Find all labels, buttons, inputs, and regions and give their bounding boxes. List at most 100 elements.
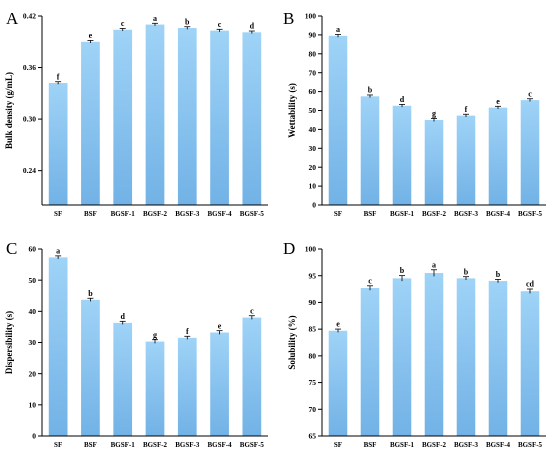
x-tick-label-B-BGSF-4: BGSF-4: [486, 210, 511, 218]
bar-D-BGSF-4: [488, 281, 508, 436]
x-tick-label-D-SF: SF: [334, 441, 342, 449]
x-tick-label-A-BGSF-4: BGSF-4: [208, 210, 233, 218]
x-tick-label-A-BGSF-3: BGSF-3: [175, 210, 200, 218]
y-tick-label-C-2: 20: [29, 369, 37, 378]
significance-letter-C-BGSF-1: d: [120, 312, 125, 321]
bar-B-BGSF-1: [392, 105, 412, 205]
y-tick-label-A-2: 0.36: [23, 63, 36, 72]
x-tick-label-B-SF: SF: [334, 210, 342, 218]
y-tick-label-D-6: 95: [309, 271, 317, 280]
significance-letter-A-BGSF-1: c: [121, 19, 125, 28]
bar-A-BGSF-1: [113, 29, 133, 206]
significance-letter-A-BGSF-5: d: [250, 22, 255, 31]
x-tick-label-D-BGSF-5: BGSF-5: [518, 441, 543, 449]
bar-C-BGSF-4: [210, 332, 229, 436]
y-tick-label-B-3: 30: [309, 144, 317, 153]
x-tick-label-A-BGSF-1: BGSF-1: [111, 210, 136, 218]
y-tick-label-B-6: 60: [309, 87, 317, 96]
bar-B-SF: [328, 35, 348, 205]
y-tick-label-D-2: 75: [309, 378, 317, 387]
panel-letter-D: D: [283, 239, 295, 258]
bar-C-SF: [48, 257, 68, 436]
x-tick-label-C-BGSF-3: BGSF-3: [175, 441, 200, 449]
bar-B-BGSF-4: [488, 107, 508, 205]
significance-letter-B-SF: a: [336, 25, 340, 34]
significance-letter-A-BGSF-2: a: [153, 14, 157, 23]
bar-B-BSF: [360, 96, 380, 205]
x-tick-label-C-BGSF-4: BGSF-4: [208, 441, 233, 449]
x-tick-label-B-BGSF-1: BGSF-1: [390, 210, 415, 218]
bar-D-BGSF-5: [520, 291, 540, 436]
bar-A-BGSF-2: [145, 24, 165, 205]
y-tick-label-D-1: 70: [309, 405, 317, 414]
significance-letter-C-BGSF-5: c: [250, 306, 254, 315]
y-tick-label-A-1: 0.30: [23, 115, 36, 124]
bar-B-BGSF-2: [424, 119, 444, 205]
significance-letter-D-BGSF-4: b: [496, 270, 501, 279]
significance-letter-C-BGSF-3: f: [186, 327, 189, 336]
x-tick-label-C-BGSF-5: BGSF-5: [240, 441, 265, 449]
y-tick-label-C-6: 60: [29, 245, 37, 254]
bar-D-SF: [328, 330, 348, 436]
significance-letter-B-BGSF-4: e: [496, 97, 500, 106]
x-tick-label-B-BGSF-3: BGSF-3: [454, 210, 479, 218]
panel-letter-B: B: [283, 9, 294, 28]
panel-letter-C: C: [6, 239, 17, 258]
y-tick-label-D-0: 65: [309, 432, 317, 441]
y-tick-label-B-0: 0: [312, 201, 316, 210]
bar-A-BSF: [81, 41, 100, 205]
significance-letter-D-SF: e: [336, 320, 340, 329]
bar-A-BGSF-3: [177, 28, 197, 206]
x-tick-label-B-BGSF-2: BGSF-2: [422, 210, 447, 218]
x-tick-label-C-BSF: BSF: [84, 441, 97, 449]
significance-letter-A-BGSF-3: b: [185, 17, 190, 26]
y-tick-label-B-5: 50: [309, 106, 317, 115]
bar-C-BGSF-5: [242, 317, 262, 436]
bar-C-BGSF-1: [113, 322, 133, 436]
y-tick-label-B-8: 80: [309, 49, 317, 58]
bar-B-BGSF-5: [520, 100, 540, 205]
y-tick-label-D-5: 90: [309, 298, 317, 307]
y-tick-label-C-4: 40: [29, 307, 37, 316]
y-tick-label-B-2: 20: [309, 163, 317, 172]
y-axis-label-D: Solubility (%): [287, 315, 297, 369]
significance-letter-C-BGSF-4: e: [218, 321, 222, 330]
x-tick-label-A-BGSF-5: BGSF-5: [240, 210, 265, 218]
significance-letter-A-BGSF-4: c: [218, 20, 222, 29]
bar-A-SF: [48, 83, 68, 205]
x-tick-label-A-BGSF-2: BGSF-2: [143, 210, 168, 218]
bar-D-BGSF-1: [392, 278, 412, 436]
y-tick-label-A-3: 0.42: [23, 12, 36, 21]
x-tick-label-D-BGSF-3: BGSF-3: [454, 441, 479, 449]
x-tick-label-B-BGSF-5: BGSF-5: [518, 210, 543, 218]
x-tick-label-A-SF: SF: [54, 210, 62, 218]
significance-letter-D-BSF: c: [368, 276, 372, 285]
y-tick-label-C-0: 0: [32, 432, 36, 441]
y-axis-label-A: Bulk density (g/mL): [4, 72, 14, 149]
x-tick-label-C-BGSF-2: BGSF-2: [143, 441, 168, 449]
y-tick-label-A-0: 0.24: [23, 166, 36, 175]
y-tick-label-D-7: 100: [305, 245, 317, 254]
significance-letter-A-BSF: e: [89, 31, 93, 40]
x-tick-label-D-BGSF-4: BGSF-4: [486, 441, 511, 449]
bar-D-BGSF-2: [424, 273, 444, 436]
y-tick-label-B-4: 40: [309, 125, 317, 134]
x-tick-label-C-BGSF-1: BGSF-1: [111, 441, 136, 449]
x-tick-label-D-BGSF-1: BGSF-1: [390, 441, 415, 449]
significance-letter-D-BGSF-5: cd: [526, 280, 535, 289]
significance-letter-C-SF: a: [56, 246, 60, 255]
x-tick-label-C-SF: SF: [54, 441, 62, 449]
significance-letter-C-BSF: b: [88, 289, 93, 298]
significance-letter-D-BGSF-2: a: [432, 260, 436, 269]
y-tick-label-C-3: 30: [29, 338, 37, 347]
significance-letter-B-BGSF-3: f: [465, 105, 468, 114]
y-tick-label-B-10: 100: [305, 12, 317, 21]
y-axis-label-B: Wettability (s): [287, 83, 297, 138]
bar-B-BGSF-3: [456, 115, 476, 205]
bar-A-BGSF-4: [210, 30, 229, 205]
y-tick-label-D-3: 80: [309, 351, 317, 360]
y-tick-label-D-4: 85: [309, 325, 317, 334]
bar-A-BGSF-5: [242, 32, 262, 206]
significance-letter-D-BGSF-3: b: [464, 267, 469, 276]
